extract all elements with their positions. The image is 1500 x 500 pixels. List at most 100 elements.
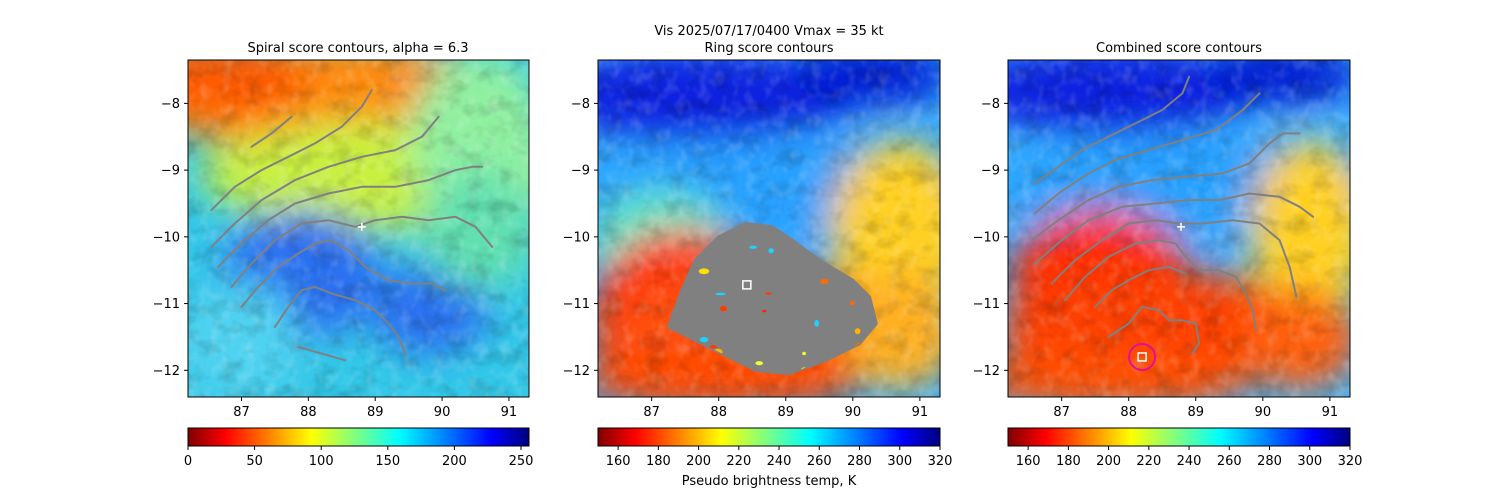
ring-ytick-label: −12 xyxy=(563,364,590,379)
combined-colorbar-tick-label: 280 xyxy=(1257,454,1282,469)
ring-score-gap xyxy=(755,361,763,366)
spiral-xtick-label: 88 xyxy=(300,405,317,420)
ring-markers xyxy=(742,280,752,290)
ring-colorbar-tick-label: 320 xyxy=(928,454,953,469)
ring-ytick-label: −8 xyxy=(571,97,590,112)
combined-colorbar-tick-label: 180 xyxy=(1056,454,1081,469)
ring-heatmap xyxy=(598,60,940,397)
ring-score-gap xyxy=(820,279,829,284)
combined-center-circle-marker xyxy=(1128,342,1157,371)
combined-panel-title: Combined score contours xyxy=(1096,41,1262,56)
spiral-contours xyxy=(210,89,494,362)
ring-colorbar-tick-label: 200 xyxy=(686,454,711,469)
spiral-contour-line xyxy=(230,215,494,288)
spiral-score-panel: Spiral score contours, alpha = 6.3 87 88 8… xyxy=(153,41,534,469)
spiral-xtick-label: 87 xyxy=(233,405,250,420)
spiral-ytick-label: −8 xyxy=(161,97,180,112)
ring-score-panel: Ring score contours 87 88 89 90 91 −8 −9 −10 −11… xyxy=(563,41,953,489)
ring-score-gap xyxy=(802,351,806,356)
combined-colorbar-tick-label: 200 xyxy=(1096,454,1121,469)
ring-xtick-label: 91 xyxy=(912,405,929,420)
combined-contour-line xyxy=(1033,92,1261,215)
spiral-axes-frame xyxy=(187,59,530,398)
ring-colorbar-tick-label: 280 xyxy=(847,454,872,469)
ring-score-gap xyxy=(709,345,717,349)
combined-colorbar-frame xyxy=(1007,427,1351,447)
spiral-colorbar-frame xyxy=(187,427,530,447)
ring-score-gap xyxy=(762,309,767,313)
ring-xtick-label: 89 xyxy=(777,405,794,420)
ring-score-gap xyxy=(854,328,861,335)
combined-ytick-label: −11 xyxy=(973,297,1000,312)
combined-colorbar-tick-label: 260 xyxy=(1217,454,1242,469)
spiral-ytick-label: −12 xyxy=(153,364,180,379)
spiral-contour-line xyxy=(297,346,347,362)
ring-colorbar-frame xyxy=(597,427,941,447)
ring-score-gap xyxy=(814,320,820,327)
spiral-markers xyxy=(357,222,366,231)
ring-center-square-marker xyxy=(742,280,752,290)
ring-score-gap xyxy=(764,292,772,295)
combined-contour-line xyxy=(1030,132,1301,242)
ring-score-gap xyxy=(698,268,710,275)
ring-colorbar-tick-label: 240 xyxy=(767,454,792,469)
spiral-colorbar-tick-label: 150 xyxy=(375,454,400,469)
combined-contour-line xyxy=(1094,265,1187,308)
combined-colorbar-tick-label: 160 xyxy=(1016,454,1041,469)
combined-center-plus-marker xyxy=(1177,222,1186,231)
combined-xtick-label: 90 xyxy=(1255,405,1272,420)
combined-colorbar-tick-label: 240 xyxy=(1177,454,1202,469)
combined-colorbar-tick-label: 320 xyxy=(1338,454,1363,469)
ring-xtick-label: 87 xyxy=(643,405,660,420)
combined-colorbar-tick-label: 300 xyxy=(1297,454,1322,469)
ring-colorbar-tick-label: 300 xyxy=(887,454,912,469)
spiral-center-plus-marker xyxy=(357,222,366,231)
combined-contour-line xyxy=(1107,305,1201,355)
combined-heatmap xyxy=(1008,60,1350,397)
figure-suptitle: Vis 2025/07/17/0400 Vmax = 35 kt xyxy=(654,24,883,39)
combined-ytick-label: −9 xyxy=(981,164,1000,179)
ring-ytick-label: −9 xyxy=(571,164,590,179)
spiral-contour-line xyxy=(273,285,407,355)
ring-score-gap xyxy=(715,292,726,296)
combined-contour-line xyxy=(1050,219,1298,298)
ring-colorbar-tick-label: 220 xyxy=(726,454,751,469)
combined-ytick-label: −10 xyxy=(973,230,1000,245)
ring-ytick-label: −11 xyxy=(563,297,590,312)
ring-panel-title: Ring score contours xyxy=(704,41,833,56)
spiral-colorbar-tick-label: 100 xyxy=(309,454,334,469)
spiral-ytick-label: −11 xyxy=(153,297,180,312)
combined-xtick-label: 87 xyxy=(1053,405,1070,420)
combined-colorbar-tick-label: 220 xyxy=(1136,454,1161,469)
ring-score-gap xyxy=(719,305,727,312)
spiral-contour-line xyxy=(210,115,440,248)
combined-xtick-label: 89 xyxy=(1187,405,1204,420)
combined-center-square-marker xyxy=(1137,352,1147,362)
combined-ytick-label: −8 xyxy=(981,97,1000,112)
combined-contours xyxy=(1030,75,1315,355)
ring-score-gap xyxy=(699,337,709,343)
spiral-ytick-label: −10 xyxy=(153,230,180,245)
spiral-xtick-label: 89 xyxy=(367,405,384,420)
spiral-colorbar-tick-label: 50 xyxy=(246,454,263,469)
ring-ytick-label: −10 xyxy=(563,230,590,245)
ring-colorbar-tick-label: 260 xyxy=(807,454,832,469)
spiral-contour-line xyxy=(210,89,373,212)
spiral-contour-line xyxy=(240,239,447,308)
spiral-colorbar-tick-label: 200 xyxy=(442,454,467,469)
combined-ytick-label: −12 xyxy=(973,364,1000,379)
spiral-colorbar xyxy=(188,428,529,446)
spiral-colorbar-tick-label: 250 xyxy=(509,454,534,469)
ring-colorbar-label: Pseudo brightness temp, K xyxy=(682,474,857,489)
spiral-colorbar-tick-label: 0 xyxy=(184,454,192,469)
combined-markers xyxy=(1128,222,1186,371)
spiral-ytick-label: −9 xyxy=(161,164,180,179)
spiral-contour-line xyxy=(250,115,293,148)
ring-xtick-label: 88 xyxy=(710,405,727,420)
ring-score-gap xyxy=(768,248,774,254)
spiral-contour-line xyxy=(217,165,484,268)
ring-score-area xyxy=(666,222,878,376)
ring-score-gap xyxy=(850,300,855,306)
combined-contour-line xyxy=(1064,239,1258,332)
